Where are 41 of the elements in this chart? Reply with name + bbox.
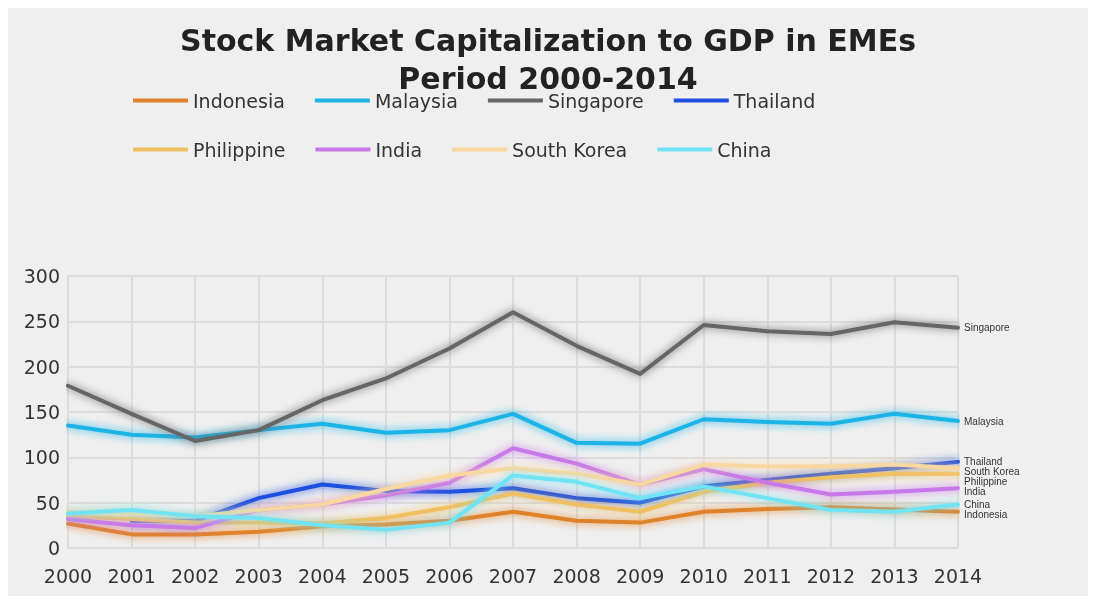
y-tick-label: 0	[47, 537, 60, 559]
legend-label: Indonesia	[193, 89, 285, 112]
chart-title: Stock Market Capitalization to GDP in EMEs	[180, 22, 916, 58]
text: Thailand	[964, 456, 1003, 468]
x-tick-label: 2001	[107, 564, 156, 587]
text: Singapore	[964, 322, 1010, 334]
x-tick-label: 2013	[870, 564, 919, 587]
x-tick-label: 2000	[43, 564, 93, 587]
x-tick-label: 2005	[361, 564, 411, 587]
text: India	[964, 486, 986, 498]
x-tick-label: 2007	[488, 564, 538, 587]
line-series	[66, 411, 960, 446]
y-tick-label: 300	[23, 265, 60, 287]
x-tick-label: 2006	[425, 564, 474, 587]
y-tick-label: 200	[23, 355, 60, 378]
legend-label: Malaysia	[374, 89, 458, 112]
text: China	[964, 498, 991, 510]
text: South Korea	[964, 466, 1020, 478]
x-tick-label: 2014	[933, 564, 983, 587]
x-tick-label: 2008	[552, 564, 601, 587]
x-tick-label: 2011	[743, 564, 792, 587]
x-tick-label: 2009	[615, 564, 665, 587]
text: Malaysia	[964, 415, 1004, 427]
legend-label: Thailand	[732, 89, 816, 112]
x-tick-label: 2012	[806, 564, 856, 587]
line-series	[66, 310, 960, 444]
legend-label: Philippine	[193, 138, 286, 161]
legend-label: India	[375, 138, 423, 161]
legend-label: South Korea	[512, 138, 628, 161]
text: Philippine	[964, 476, 1008, 488]
y-tick-label: 50	[35, 491, 60, 514]
x-tick-label: 2004	[298, 564, 347, 587]
y-tick-label: 100	[23, 446, 60, 469]
x-tick-label: 2002	[170, 564, 220, 587]
y-tick-label: 250	[23, 310, 60, 333]
legend-label: China	[717, 138, 772, 161]
x-tick-label: 2003	[234, 564, 283, 587]
legend-label: Singapore	[547, 89, 644, 112]
x-tick-label: 2010	[679, 564, 728, 587]
y-tick-label: 150	[23, 401, 60, 423]
text: Indonesia	[964, 508, 1008, 520]
